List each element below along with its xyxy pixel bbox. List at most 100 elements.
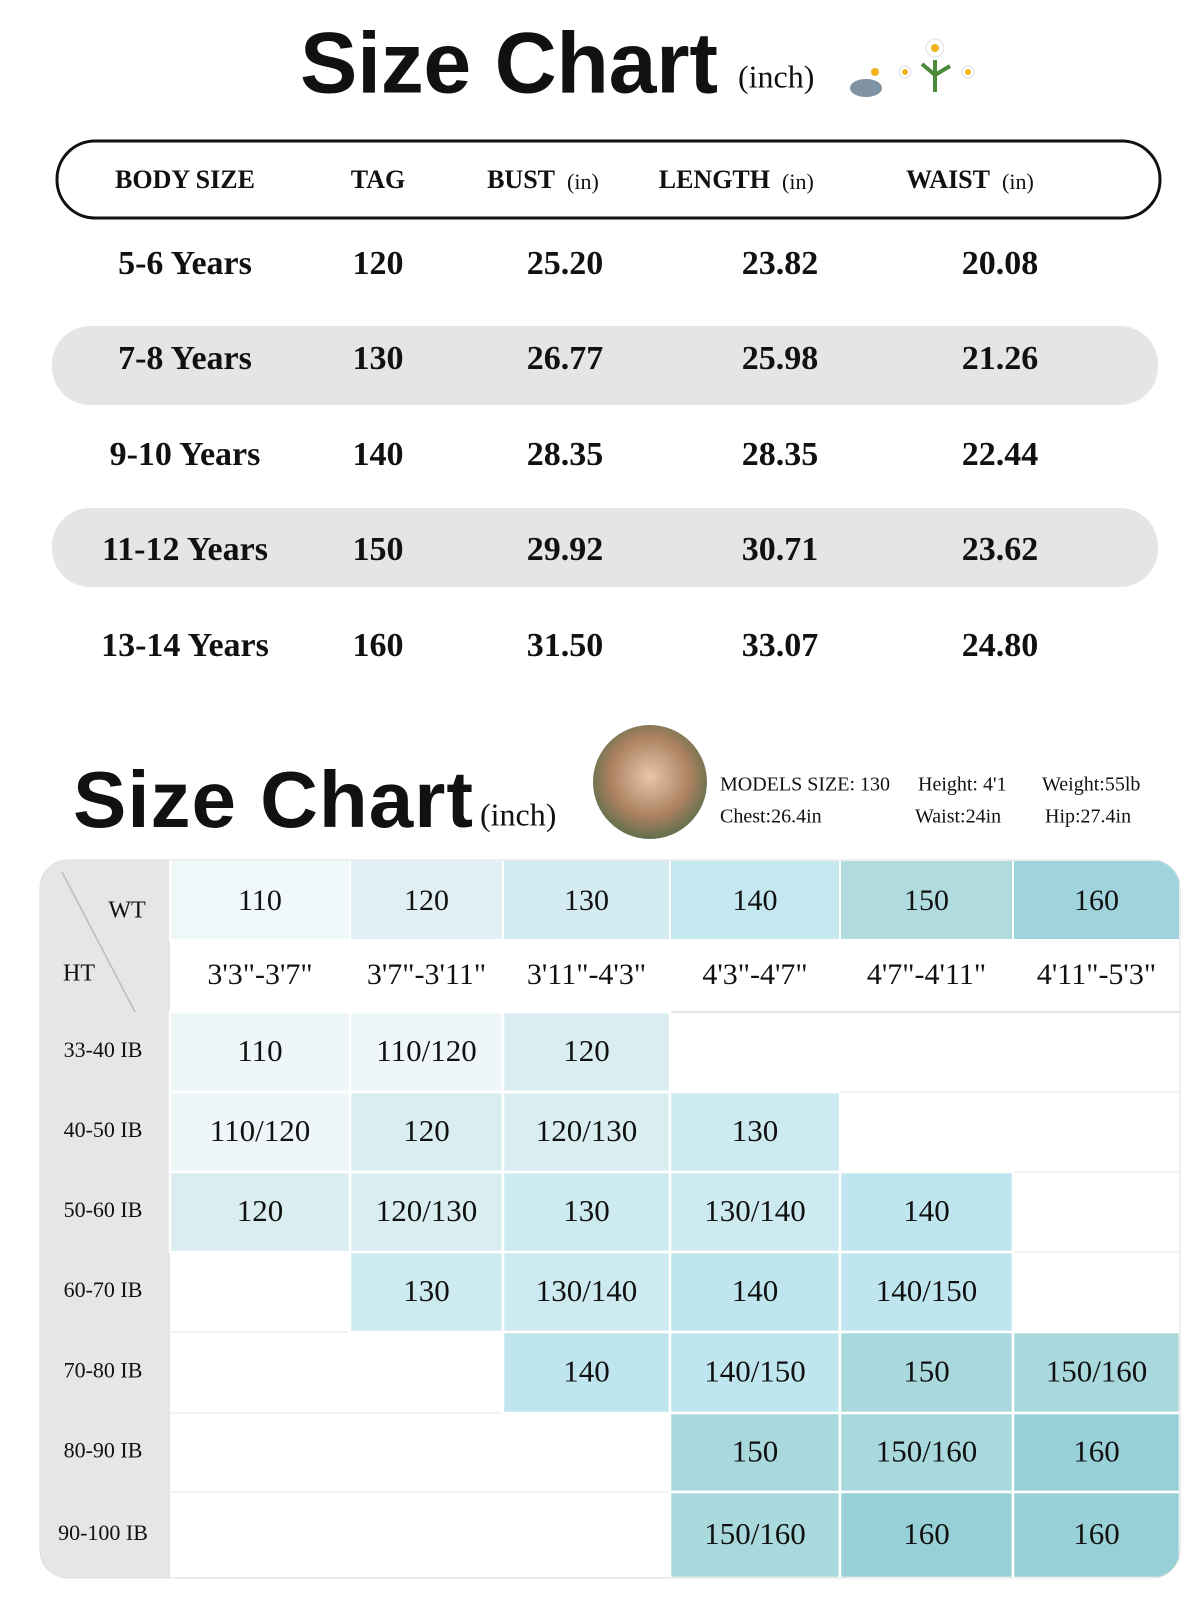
- tag-cell: [669, 860, 841, 941]
- weight-label: 33-40 IB: [64, 1037, 143, 1062]
- size-cell: [668, 1250, 842, 1334]
- model-info: Height: 4'1: [918, 774, 1007, 796]
- table-cell: 24.80: [962, 627, 1039, 664]
- size-value: 140/150: [876, 1273, 978, 1308]
- size-cell: [348, 1250, 505, 1334]
- title-unit: (inch): [480, 796, 556, 832]
- height-label: 4'7"-4'11": [867, 958, 986, 991]
- size-cell: [168, 1010, 352, 1094]
- row-band: [52, 508, 1158, 587]
- size-value: 120/130: [536, 1113, 638, 1148]
- table-cell: 11-12 Years: [102, 531, 268, 568]
- tag-label: 130: [564, 884, 609, 917]
- table-cell: 28.35: [742, 436, 819, 473]
- size-value: 140/150: [704, 1354, 806, 1389]
- column-unit: (in): [1002, 169, 1034, 194]
- table-cell: 21.26: [962, 340, 1039, 377]
- table-cell: 23.62: [962, 531, 1039, 568]
- weight-label: 80-90 IB: [64, 1438, 143, 1463]
- size-value: 130/140: [536, 1273, 638, 1308]
- size-cell: [668, 1090, 842, 1174]
- size-value: 120: [403, 1113, 450, 1148]
- table-cell: 28.35: [527, 436, 604, 473]
- tag-cell: [1012, 860, 1180, 941]
- size-value: 150: [903, 1354, 950, 1389]
- header-box: [55, 139, 1162, 220]
- tag-label: 140: [733, 884, 778, 917]
- height-label: 4'3"-4'7": [702, 958, 807, 991]
- size-value: 140: [903, 1193, 950, 1228]
- size-value: 110: [237, 1033, 282, 1068]
- table-cell: 160: [353, 627, 404, 664]
- weight-label: 70-80 IB: [64, 1358, 143, 1383]
- table-cell: 25.98: [742, 340, 819, 377]
- size-value: 150: [732, 1434, 779, 1469]
- table-cell: 26.77: [527, 340, 604, 377]
- table-cell: 31.50: [527, 627, 604, 664]
- size-value: 160: [1073, 1434, 1120, 1469]
- size-cell: [501, 1330, 672, 1415]
- table-cell: 33.07: [742, 627, 819, 664]
- column-header: TAG: [351, 165, 405, 194]
- size-cell: [348, 1170, 505, 1254]
- model-info: Weight:55lb: [1042, 774, 1140, 796]
- corner-label: WT: [108, 898, 146, 924]
- size-cell: [838, 1411, 1015, 1494]
- weight-label: 60-70 IB: [64, 1277, 143, 1302]
- size-value: 130/140: [704, 1193, 806, 1228]
- size-cell: [668, 1490, 842, 1578]
- table-cell: 9-10 Years: [110, 436, 261, 473]
- tag-label: 120: [404, 884, 449, 917]
- size-cell: [668, 1330, 842, 1415]
- size-value: 160: [903, 1516, 950, 1551]
- column-unit: (in): [567, 169, 599, 194]
- corner-diagonal: [61, 871, 136, 1013]
- table-cell: 23.82: [742, 245, 819, 282]
- size-value: 140: [563, 1354, 610, 1389]
- size-value: 110/120: [210, 1113, 310, 1148]
- column-header: BUST: [487, 165, 555, 194]
- weight-label: 50-60 IB: [64, 1197, 143, 1222]
- height-label: 3'11"-4'3": [527, 958, 646, 991]
- size-cell: [1011, 1490, 1180, 1578]
- tag-cell: [839, 860, 1014, 941]
- table-cell: 150: [353, 531, 404, 568]
- weight-label: 40-50 IB: [64, 1117, 143, 1142]
- model-info: Hip:27.4in: [1045, 806, 1131, 828]
- tag-cell: [502, 860, 671, 941]
- grid-border: [39, 859, 1181, 1579]
- table-cell: 30.71: [742, 531, 819, 568]
- table-cell: 20.08: [962, 245, 1039, 282]
- size-value: 150/160: [876, 1434, 978, 1469]
- table-cell: 7-8 Years: [118, 340, 252, 377]
- size-value: 150/160: [704, 1516, 806, 1551]
- size-value: 120: [563, 1033, 610, 1068]
- table-cell: 130: [353, 340, 404, 377]
- title: Size Chart: [300, 16, 718, 112]
- size-value: 120: [237, 1193, 284, 1228]
- title: Size Chart: [73, 755, 473, 844]
- size-cell: [1011, 1411, 1180, 1494]
- height-label: 3'7"-3'11": [367, 958, 486, 991]
- size-cell: [668, 1170, 842, 1254]
- table-cell: 120: [353, 245, 404, 282]
- model-info: Chest:26.4in: [720, 806, 822, 828]
- table-cell: 13-14 Years: [101, 627, 269, 664]
- size-value: 130: [563, 1193, 610, 1228]
- column-header: BODY SIZE: [115, 165, 255, 194]
- size-grid: WT HT 110 3'3"-3'7" 120 3'7"-3'11" 130 3'11"-4'…: [40, 860, 1180, 1578]
- size-value: 160: [1073, 1516, 1120, 1551]
- model-photo: [593, 725, 707, 839]
- corner-label: HT: [63, 961, 95, 987]
- size-value: 130: [732, 1113, 779, 1148]
- size-cell: [168, 1090, 352, 1174]
- flower-icon: [850, 38, 975, 97]
- column-header: WAIST: [906, 165, 990, 194]
- size-value: 150/160: [1046, 1354, 1148, 1389]
- size-value: 130: [403, 1273, 450, 1308]
- size-value: 120/130: [376, 1193, 478, 1228]
- tag-label: 160: [1074, 884, 1119, 917]
- table-cell: 140: [353, 436, 404, 473]
